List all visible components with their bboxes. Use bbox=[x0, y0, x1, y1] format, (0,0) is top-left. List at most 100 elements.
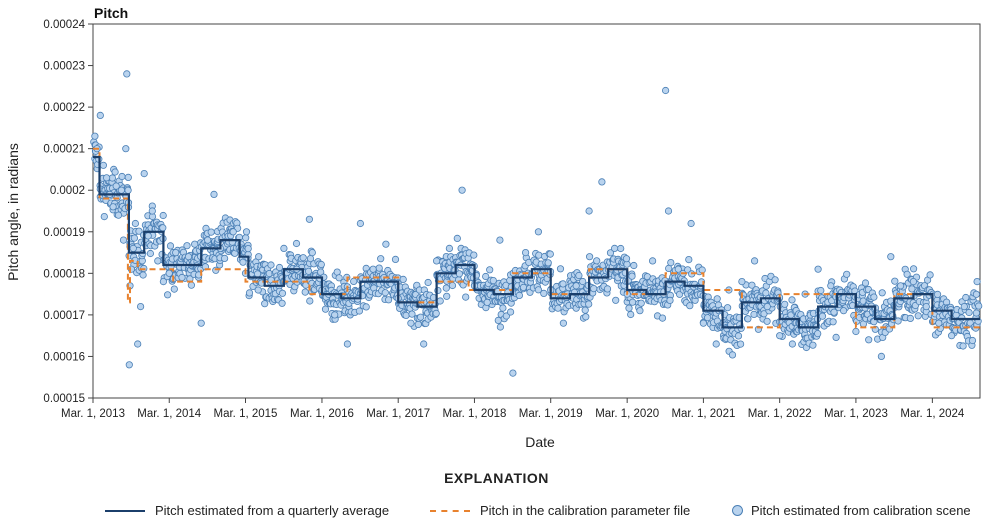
legend-swatch-dot bbox=[732, 505, 743, 516]
scatter-point bbox=[165, 269, 173, 277]
scatter-point bbox=[829, 318, 837, 326]
scatter-point bbox=[210, 190, 218, 198]
scatter-point bbox=[135, 227, 143, 235]
scatter-point bbox=[229, 228, 237, 236]
scatter-point bbox=[424, 278, 432, 287]
x-tick-label: Mar. 1, 2015 bbox=[214, 408, 278, 420]
scatter-point bbox=[736, 340, 745, 348]
scatter-point bbox=[483, 298, 491, 306]
scatter-point bbox=[590, 284, 598, 293]
scatter-point bbox=[534, 228, 543, 236]
scatter-point bbox=[191, 240, 199, 248]
scatter-point bbox=[744, 315, 752, 323]
scatter-point bbox=[648, 257, 657, 265]
scatter-point bbox=[617, 244, 625, 253]
scatter-point bbox=[381, 289, 389, 297]
scatter-point bbox=[445, 244, 453, 252]
y-tick-label: 0.00018 bbox=[43, 268, 85, 280]
scatter-point bbox=[612, 296, 620, 304]
scatter-point bbox=[245, 289, 254, 297]
scatter-point bbox=[788, 296, 796, 304]
scatter-point bbox=[416, 313, 425, 321]
scatter-point bbox=[814, 329, 822, 338]
scatter-point bbox=[486, 266, 494, 274]
scatter-point bbox=[148, 207, 156, 215]
scatter-point bbox=[968, 336, 977, 345]
scatter-point bbox=[877, 352, 886, 360]
x-tick-label: Mar. 1, 2022 bbox=[748, 408, 812, 420]
scatter-point bbox=[301, 288, 309, 296]
y-tick-label: 0.00019 bbox=[43, 227, 85, 239]
scatter-point bbox=[891, 277, 899, 285]
scatter-point bbox=[878, 289, 886, 297]
scatter-point bbox=[973, 277, 981, 286]
scatter-point bbox=[377, 255, 385, 263]
scatter-point bbox=[572, 282, 580, 290]
scatter-point bbox=[408, 310, 416, 318]
scatter-point bbox=[482, 272, 490, 281]
scatter-point bbox=[713, 295, 721, 303]
scatter-point bbox=[685, 255, 693, 264]
scatter-point bbox=[579, 277, 587, 286]
x-tick-label: Mar. 1, 2018 bbox=[442, 408, 506, 420]
scatter-point bbox=[814, 265, 822, 273]
scatter-point bbox=[119, 236, 128, 244]
scatter-point bbox=[933, 290, 942, 298]
y-tick-label: 0.00017 bbox=[43, 310, 85, 322]
scatter-point bbox=[129, 244, 137, 252]
scatter-point bbox=[972, 290, 981, 298]
scatter-point bbox=[509, 369, 517, 377]
scatter-point bbox=[414, 320, 422, 328]
scatter-point bbox=[975, 302, 983, 310]
scatter-point bbox=[763, 302, 771, 311]
scatter-point bbox=[436, 297, 444, 305]
scatter-point bbox=[382, 240, 390, 248]
axis-ticks: 0.00015 0.00016 0.00017 0.00018 0.00019 0.000… bbox=[43, 19, 965, 420]
scatter-point bbox=[554, 304, 562, 312]
scatter-point bbox=[896, 282, 905, 290]
scatter-point bbox=[965, 308, 973, 317]
scatter-point bbox=[244, 245, 252, 253]
scatter-point bbox=[861, 279, 870, 287]
scatter-point bbox=[275, 263, 284, 272]
scatter-point bbox=[686, 302, 694, 310]
scatter-point bbox=[166, 242, 175, 250]
scatter-point bbox=[809, 341, 817, 349]
scatter-point bbox=[738, 277, 746, 286]
scatter-point bbox=[585, 207, 593, 215]
scatter-point bbox=[664, 207, 673, 215]
scatter-point bbox=[637, 299, 645, 307]
legend-swatch-solid bbox=[105, 509, 145, 512]
scatter-point bbox=[317, 260, 325, 269]
scatter-point bbox=[123, 70, 131, 78]
scatter-point bbox=[922, 302, 930, 311]
y-tick-label: 0.00016 bbox=[43, 351, 85, 363]
scatter-point bbox=[432, 309, 440, 317]
scatter-point bbox=[559, 280, 567, 288]
scatter-point bbox=[667, 258, 675, 267]
scatter-point bbox=[187, 281, 195, 289]
scatter-point bbox=[308, 249, 316, 257]
scatter-point bbox=[144, 232, 152, 240]
scatter-point bbox=[832, 333, 840, 341]
scatter-point bbox=[698, 266, 706, 274]
scatter-point bbox=[178, 273, 186, 282]
scatter-point bbox=[515, 291, 524, 299]
scatter-point bbox=[827, 282, 835, 290]
scatter-point bbox=[356, 219, 364, 228]
scatter-point bbox=[839, 307, 848, 315]
scatter-point bbox=[830, 308, 838, 316]
scatter-point bbox=[908, 285, 916, 293]
scatter-point bbox=[278, 289, 287, 297]
scatter-point bbox=[610, 244, 619, 252]
scatter-point bbox=[630, 261, 638, 270]
scatter-point bbox=[111, 168, 119, 176]
scatter-point bbox=[183, 242, 191, 250]
scatter-point bbox=[317, 268, 325, 276]
scatter-point bbox=[666, 296, 674, 304]
scatter-point bbox=[350, 277, 358, 285]
scatter-point bbox=[972, 309, 981, 317]
scatter-point bbox=[304, 267, 313, 275]
scatter-point bbox=[603, 285, 612, 293]
scatter-point bbox=[628, 298, 637, 306]
